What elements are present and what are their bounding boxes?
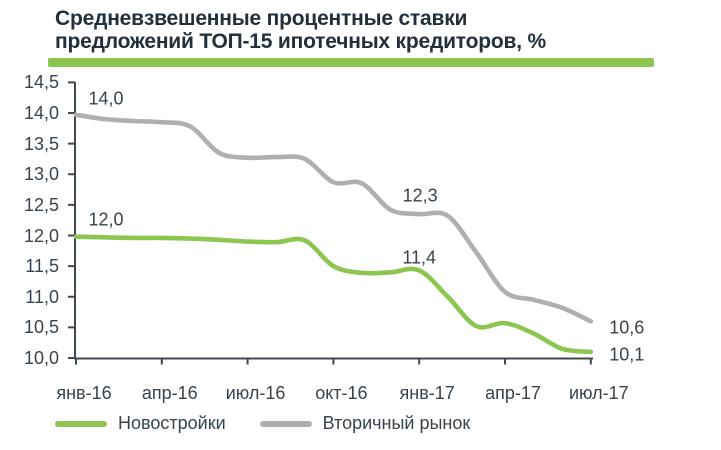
chart-title-line1: Средневзвешенные процентные ставки <box>55 7 468 30</box>
legend: Новостройки Вторичный рынок <box>55 413 504 434</box>
x-tick-label: окт-16 <box>315 383 368 403</box>
x-tick-label: апр-16 <box>141 383 198 403</box>
y-tick-label: 13,5 <box>23 133 59 154</box>
data-point-label: 12,0 <box>88 209 124 230</box>
legend-label-secondary-market: Вторичный рынок <box>322 413 471 433</box>
y-tick-label: 11,0 <box>25 286 59 307</box>
x-tick-label: июл-16 <box>225 383 286 403</box>
data-point-label: 10,6 <box>609 317 645 338</box>
x-tick-label: июл-17 <box>568 383 629 403</box>
series-line-secondary-market <box>73 112 594 324</box>
y-tick-label: 10,0 <box>23 348 59 368</box>
chart-title-line2: предложений ТОП-15 ипотечных кредиторов,… <box>55 30 546 53</box>
legend-swatch-secondary-market <box>259 420 312 427</box>
y-tick-label: 12,0 <box>23 225 59 246</box>
y-tick-label: 13,0 <box>23 164 59 185</box>
data-point-label: 14,0 <box>88 88 124 109</box>
y-tick-label: 11,5 <box>25 256 59 277</box>
series-line-new-buildings <box>73 234 594 355</box>
data-point-label: 10,1 <box>609 344 645 365</box>
y-tick-label: 14,0 <box>23 103 59 123</box>
title-underline-bar <box>48 58 654 67</box>
y-tick-label: 10,5 <box>23 317 59 338</box>
y-tick-label: 12,5 <box>23 194 59 215</box>
data-point-label: 11,4 <box>402 247 437 268</box>
x-tick-label: апр-17 <box>485 383 541 403</box>
x-tick-label: янв-16 <box>56 383 112 403</box>
legend-label-new-buildings: Новостройки <box>118 413 226 433</box>
x-tick-label: янв-17 <box>399 383 455 403</box>
data-point-label: 12,3 <box>402 185 438 206</box>
y-tick-label: 14,5 <box>23 72 59 93</box>
chart-title: Средневзвешенные процентные ставки предл… <box>55 7 695 53</box>
legend-swatch-new-buildings <box>55 420 107 427</box>
